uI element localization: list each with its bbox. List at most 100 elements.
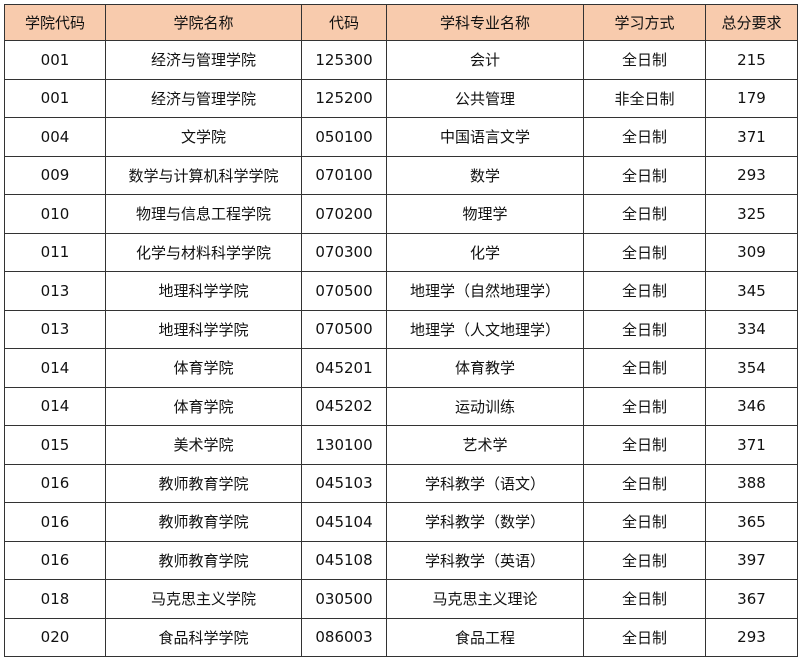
table-cell: 学科教学（英语） xyxy=(386,540,584,580)
table-cell: 125300 xyxy=(301,40,387,80)
table-cell: 014 xyxy=(4,386,106,426)
table-cell: 全日制 xyxy=(583,155,706,195)
table-cell: 179 xyxy=(705,78,798,118)
table-header: 学院代码 学院名称 代码 学科专业名称 学习方式 总分要求 xyxy=(4,4,798,41)
table-cell: 293 xyxy=(705,155,798,195)
table-cell: 016 xyxy=(4,502,106,542)
table-cell: 345 xyxy=(705,271,798,311)
table-cell: 文学院 xyxy=(105,117,302,157)
table-cell: 016 xyxy=(4,540,106,580)
table-cell: 中国语言文学 xyxy=(386,117,584,157)
header-row: 学院代码 学院名称 代码 学科专业名称 学习方式 总分要求 xyxy=(4,4,798,41)
header-cell: 学习方式 xyxy=(583,4,706,41)
table-cell: 013 xyxy=(4,271,106,311)
table-cell: 教师教育学院 xyxy=(105,502,302,542)
table-cell: 全日制 xyxy=(583,117,706,157)
table-cell: 数学 xyxy=(386,155,584,195)
table-cell: 010 xyxy=(4,194,106,234)
table-cell: 全日制 xyxy=(583,194,706,234)
table-cell: 会计 xyxy=(386,40,584,80)
table-cell: 体育学院 xyxy=(105,348,302,388)
table-cell: 013 xyxy=(4,309,106,349)
table-cell: 215 xyxy=(705,40,798,80)
table-cell: 化学与材料科学学院 xyxy=(105,232,302,272)
table-cell: 070300 xyxy=(301,232,387,272)
table-cell: 070200 xyxy=(301,194,387,234)
table-cell: 371 xyxy=(705,117,798,157)
table-cell: 397 xyxy=(705,540,798,580)
table-cell: 309 xyxy=(705,232,798,272)
table-cell: 学科教学（语文） xyxy=(386,463,584,503)
table-cell: 全日制 xyxy=(583,232,706,272)
table-cell: 食品工程 xyxy=(386,617,584,657)
table-body: 001 经济与管理学院 125300 会计 全日制 215 001 经济与管理学院 125200… xyxy=(4,40,798,657)
table-cell: 334 xyxy=(705,309,798,349)
table-cell: 体育学院 xyxy=(105,386,302,426)
table-cell: 地理学（自然地理学） xyxy=(386,271,584,311)
table-cell: 016 xyxy=(4,463,106,503)
table-cell: 地理学（人文地理学） xyxy=(386,309,584,349)
table-cell: 化学 xyxy=(386,232,584,272)
table-cell: 011 xyxy=(4,232,106,272)
admission-table: 学院代码 学院名称 代码 学科专业名称 学习方式 总分要求 001 经济与管理学院 12530… xyxy=(4,4,798,657)
table-cell: 物理学 xyxy=(386,194,584,234)
table-cell: 食品科学学院 xyxy=(105,617,302,657)
table-cell: 非全日制 xyxy=(583,78,706,118)
table-row: 001 经济与管理学院 125300 会计 全日制 215 xyxy=(4,40,798,80)
table-cell: 001 xyxy=(4,40,106,80)
table-cell: 物理与信息工程学院 xyxy=(105,194,302,234)
table-row: 016 教师教育学院 045103 学科教学（语文） 全日制 388 xyxy=(4,463,798,503)
table-cell: 马克思主义理论 xyxy=(386,579,584,619)
table-cell: 全日制 xyxy=(583,502,706,542)
table-cell: 015 xyxy=(4,425,106,465)
table-cell: 045108 xyxy=(301,540,387,580)
table-cell: 全日制 xyxy=(583,271,706,311)
table-cell: 004 xyxy=(4,117,106,157)
table-row: 016 教师教育学院 045104 学科教学（数学） 全日制 365 xyxy=(4,502,798,542)
table-row: 010 物理与信息工程学院 070200 物理学 全日制 325 xyxy=(4,194,798,234)
table-cell: 教师教育学院 xyxy=(105,540,302,580)
table-cell: 367 xyxy=(705,579,798,619)
table-cell: 070500 xyxy=(301,309,387,349)
table-cell: 020 xyxy=(4,617,106,657)
table-cell: 045201 xyxy=(301,348,387,388)
table-cell: 014 xyxy=(4,348,106,388)
table-cell: 公共管理 xyxy=(386,78,584,118)
table-cell: 体育教学 xyxy=(386,348,584,388)
table-cell: 388 xyxy=(705,463,798,503)
table-cell: 经济与管理学院 xyxy=(105,40,302,80)
header-cell: 总分要求 xyxy=(705,4,798,41)
table-cell: 地理科学学院 xyxy=(105,309,302,349)
table-cell: 教师教育学院 xyxy=(105,463,302,503)
table-cell: 001 xyxy=(4,78,106,118)
table-cell: 018 xyxy=(4,579,106,619)
table-cell: 070100 xyxy=(301,155,387,195)
table-cell: 125200 xyxy=(301,78,387,118)
table-row: 004 文学院 050100 中国语言文学 全日制 371 xyxy=(4,117,798,157)
table-cell: 371 xyxy=(705,425,798,465)
table-cell: 学科教学（数学） xyxy=(386,502,584,542)
table-row: 018 马克思主义学院 030500 马克思主义理论 全日制 367 xyxy=(4,579,798,619)
table-cell: 070500 xyxy=(301,271,387,311)
table-row: 016 教师教育学院 045108 学科教学（英语） 全日制 397 xyxy=(4,540,798,580)
header-cell: 学科专业名称 xyxy=(386,4,584,41)
table-cell: 293 xyxy=(705,617,798,657)
table-cell: 全日制 xyxy=(583,40,706,80)
table-cell: 全日制 xyxy=(583,309,706,349)
table-cell: 全日制 xyxy=(583,579,706,619)
table-row: 014 体育学院 045202 运动训练 全日制 346 xyxy=(4,386,798,426)
table-cell: 354 xyxy=(705,348,798,388)
table-row: 013 地理科学学院 070500 地理学（人文地理学） 全日制 334 xyxy=(4,309,798,349)
table-cell: 美术学院 xyxy=(105,425,302,465)
table-row: 009 数学与计算机科学学院 070100 数学 全日制 293 xyxy=(4,155,798,195)
table-cell: 050100 xyxy=(301,117,387,157)
table-row: 020 食品科学学院 086003 食品工程 全日制 293 xyxy=(4,617,798,657)
table-cell: 全日制 xyxy=(583,425,706,465)
table-cell: 045103 xyxy=(301,463,387,503)
header-cell: 学院代码 xyxy=(4,4,106,41)
table-cell: 全日制 xyxy=(583,617,706,657)
table-cell: 全日制 xyxy=(583,386,706,426)
table-row: 015 美术学院 130100 艺术学 全日制 371 xyxy=(4,425,798,465)
table-cell: 045202 xyxy=(301,386,387,426)
